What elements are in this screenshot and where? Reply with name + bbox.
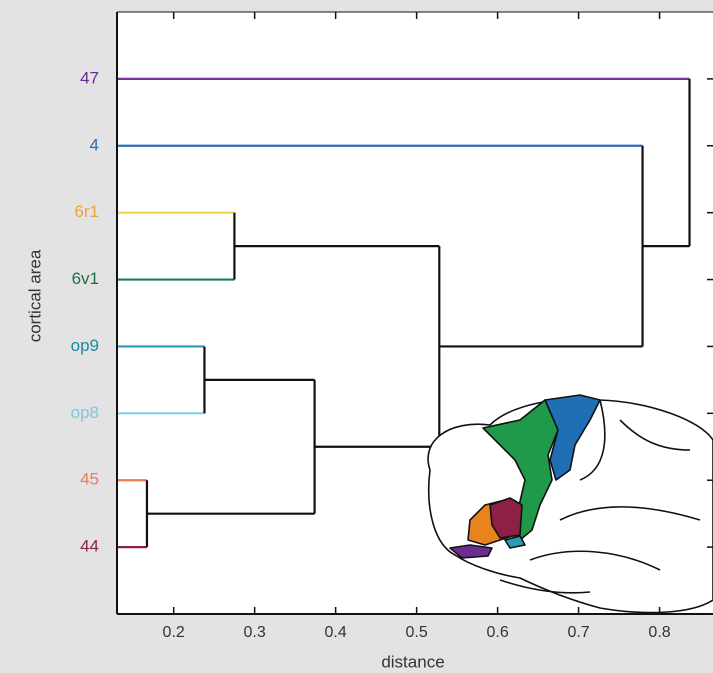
x-tick-label: 0.5 [405,624,427,641]
y-tick-label: 4 [90,135,99,154]
y-tick-label: 45 [80,470,99,489]
y-tick-label: 44 [80,537,99,556]
y-tick-label: 6v1 [72,269,99,288]
y-tick-label: op8 [71,403,99,422]
y-tick-label: op9 [71,336,99,355]
x-tick-label: 0.2 [163,624,185,641]
y-axis-label: cortical area [25,249,44,342]
y-tick-label: 47 [80,68,99,87]
brain-illustration [427,394,713,614]
x-axis-label: distance [381,652,444,671]
y-tick-label: 6r1 [74,202,99,221]
x-tick-label: 0.4 [325,624,347,641]
x-tick-label: 0.7 [567,624,589,641]
x-tick-label: 0.3 [244,624,266,641]
x-tick-label: 0.8 [648,624,670,641]
x-tick-label: 0.6 [486,624,508,641]
